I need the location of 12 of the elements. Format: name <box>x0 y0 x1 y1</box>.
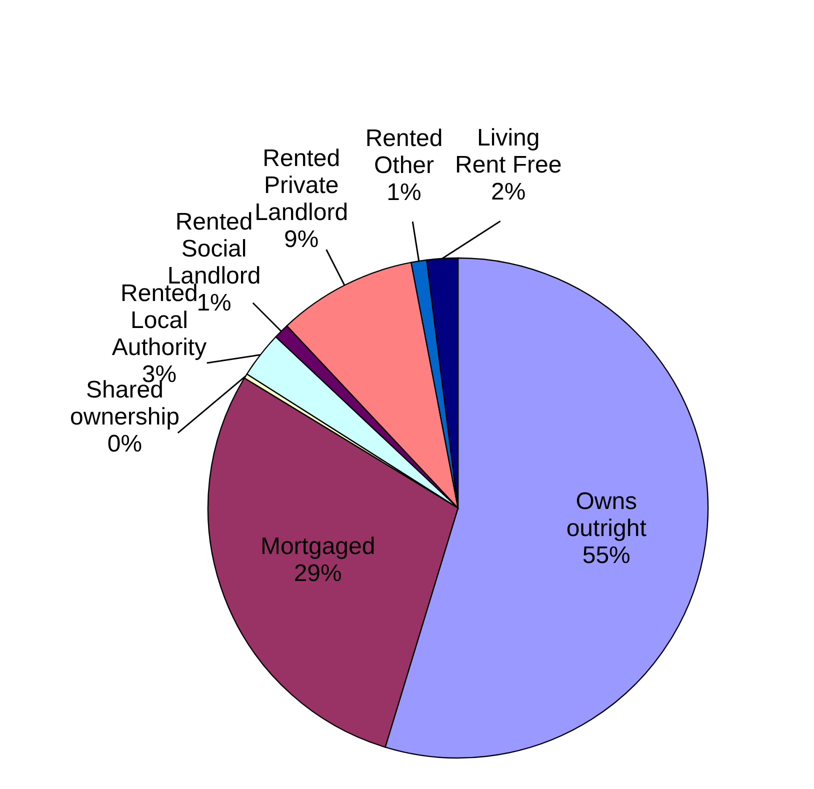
slice-label: Owns outright <box>566 488 647 542</box>
data-label: 1% <box>196 290 232 317</box>
slice-label: Living Rent Free <box>455 125 562 180</box>
data-label: 55% <box>582 542 630 570</box>
slice-label: Mortgaged <box>260 533 376 560</box>
slice-label: Rented Other <box>365 126 443 180</box>
data-label: 29% <box>294 560 342 588</box>
data-label: 0% <box>107 431 142 458</box>
data-label: 2% <box>491 179 526 206</box>
data-label: 9% <box>284 226 319 254</box>
data-label: 1% <box>386 180 422 207</box>
slice-label: Rented Private Landlord <box>254 145 348 226</box>
